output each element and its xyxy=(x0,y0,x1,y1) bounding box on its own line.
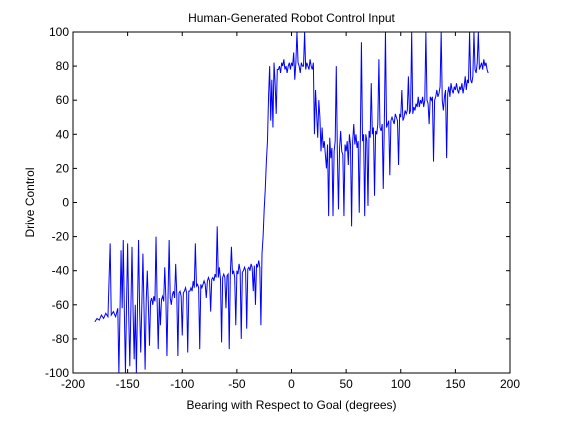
y-tick-label: -80 xyxy=(52,332,70,346)
x-tick-label: 150 xyxy=(445,377,465,391)
y-axis-label: Drive Control xyxy=(23,167,37,237)
y-tick-label: 100 xyxy=(49,25,69,39)
x-tick-label: 0 xyxy=(288,377,295,391)
x-tick-label: 50 xyxy=(339,377,353,391)
x-axis-label: Bearing with Respect to Goal (degrees) xyxy=(186,398,396,412)
series-line-1 xyxy=(94,32,489,373)
data-layer xyxy=(94,32,489,373)
x-ticks: -200 -150 -100 -50 0 50 100 150 200 xyxy=(61,32,520,391)
x-tick-label: -50 xyxy=(228,377,246,391)
y-tick-label: 80 xyxy=(56,59,70,73)
x-tick-label: 200 xyxy=(500,377,520,391)
x-tick-label: -100 xyxy=(170,377,194,391)
y-tick-label: -40 xyxy=(52,264,70,278)
plot-area xyxy=(73,32,510,373)
y-ticks: -100 -80 -60 -40 -20 0 20 40 60 80 100 xyxy=(45,25,510,380)
y-tick-label: 60 xyxy=(56,93,70,107)
x-tick-label: -200 xyxy=(61,377,85,391)
y-tick-label: -20 xyxy=(52,230,70,244)
chart-title: Human-Generated Robot Control Input xyxy=(188,11,395,25)
y-tick-label: 40 xyxy=(56,127,70,141)
y-tick-label: 0 xyxy=(62,196,69,210)
x-tick-label: 100 xyxy=(391,377,411,391)
y-tick-label: -60 xyxy=(52,298,70,312)
x-tick-label: -150 xyxy=(116,377,140,391)
y-tick-label: 20 xyxy=(56,161,70,175)
y-tick-label: -100 xyxy=(45,366,69,380)
